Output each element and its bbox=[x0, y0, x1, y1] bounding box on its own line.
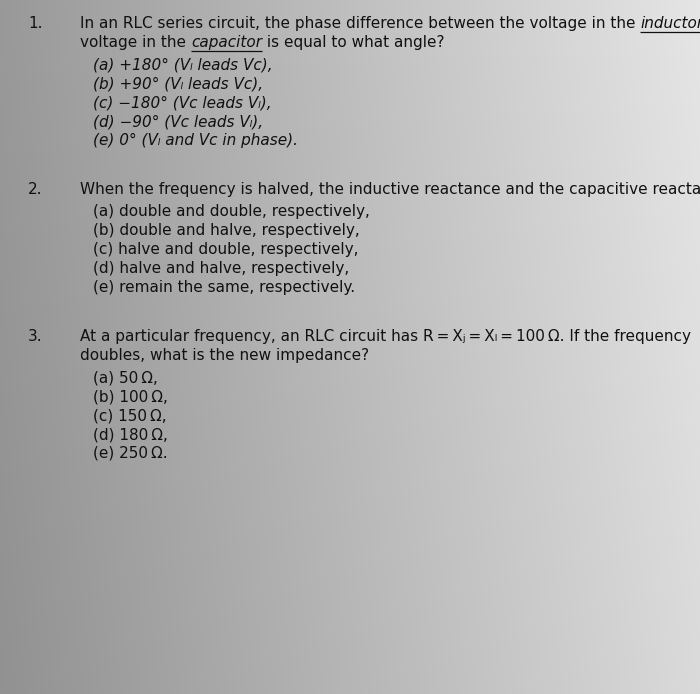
Text: At a particular frequency, an RLC circuit has R = Xⱼ = Xₗ = 100 Ω. If the freque: At a particular frequency, an RLC circui… bbox=[80, 329, 691, 344]
Text: 3.: 3. bbox=[28, 329, 43, 344]
Text: (c) 150 Ω,: (c) 150 Ω, bbox=[93, 408, 167, 423]
Text: 1.: 1. bbox=[28, 16, 43, 31]
Text: (a) +180° (Vₗ leads Vᴄ),: (a) +180° (Vₗ leads Vᴄ), bbox=[93, 57, 272, 72]
Text: (d) halve and halve, respectively,: (d) halve and halve, respectively, bbox=[93, 261, 349, 276]
Text: is equal to what angle?: is equal to what angle? bbox=[262, 35, 444, 50]
Text: capacitor: capacitor bbox=[191, 35, 262, 50]
Text: (b) +90° (Vₗ leads Vᴄ),: (b) +90° (Vₗ leads Vᴄ), bbox=[93, 76, 263, 91]
Text: (e) 250 Ω.: (e) 250 Ω. bbox=[93, 446, 167, 461]
Text: (c) halve and double, respectively,: (c) halve and double, respectively, bbox=[93, 242, 358, 257]
Text: 2.: 2. bbox=[28, 182, 43, 197]
Text: When the frequency is halved, the inductive reactance and the capacitive reactan: When the frequency is halved, the induct… bbox=[80, 182, 700, 197]
Text: (a) 50 Ω,: (a) 50 Ω, bbox=[93, 370, 158, 385]
Text: doubles, what is the new impedance?: doubles, what is the new impedance? bbox=[80, 348, 369, 363]
Text: (d) 180 Ω,: (d) 180 Ω, bbox=[93, 427, 168, 442]
Text: (e) remain the same, respectively.: (e) remain the same, respectively. bbox=[93, 280, 355, 295]
Text: inductor: inductor bbox=[640, 16, 700, 31]
Text: (b) 100 Ω,: (b) 100 Ω, bbox=[93, 389, 168, 404]
Text: (a) double and double, respectively,: (a) double and double, respectively, bbox=[93, 204, 370, 219]
Text: (b) double and halve, respectively,: (b) double and halve, respectively, bbox=[93, 223, 360, 238]
Text: In an RLC series circuit, the phase difference between the voltage in the: In an RLC series circuit, the phase diff… bbox=[80, 16, 640, 31]
Text: (e) 0° (Vₗ and Vᴄ in phase).: (e) 0° (Vₗ and Vᴄ in phase). bbox=[93, 133, 298, 148]
Text: (d) −90° (Vᴄ leads Vₗ),: (d) −90° (Vᴄ leads Vₗ), bbox=[93, 114, 263, 129]
Text: (c) −180° (Vᴄ leads Vₗ),: (c) −180° (Vᴄ leads Vₗ), bbox=[93, 95, 272, 110]
Text: voltage in the: voltage in the bbox=[80, 35, 191, 50]
